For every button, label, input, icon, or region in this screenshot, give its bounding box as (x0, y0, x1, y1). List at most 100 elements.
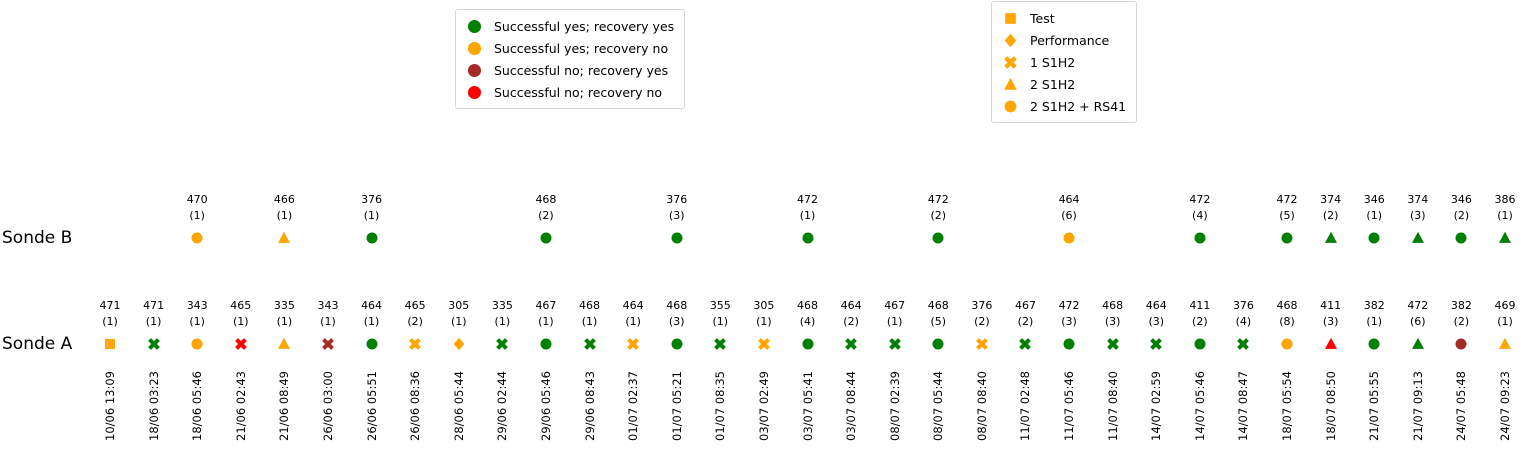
marker-annotation-count: (1) (1497, 208, 1513, 222)
marker-annotation-value: 376 (666, 193, 688, 206)
marker-annotation-count: (2) (538, 208, 554, 222)
marker-annotation-value: 464 (840, 299, 862, 312)
x-tick-label: 24/07 09:23 (1498, 371, 1512, 441)
triangle-marker-icon (1323, 230, 1339, 246)
marker-annotation-value: 335 (491, 299, 513, 312)
status-color-circle-icon (463, 39, 485, 58)
marker-annotation: 305 (1) (734, 298, 794, 329)
marker-annotation-count: (6) (1061, 208, 1077, 222)
legend-item: Performance (999, 29, 1126, 51)
marker-annotation: 382 (1) (1344, 298, 1404, 329)
triangle-marker-icon (1497, 336, 1513, 352)
marker-annotation-value: 464 (361, 299, 383, 312)
x-tick-label: 08/07 05:44 (931, 371, 946, 441)
marker-annotation: 467 (1) (516, 298, 576, 329)
marker-annotation-count: (4) (1235, 314, 1252, 328)
x-tick-label: 24/07 05:48 (1454, 371, 1469, 441)
marker-annotation-value: 470 (186, 193, 208, 206)
marker-annotation-value: 382 (1450, 299, 1472, 312)
x-tick-label: 03/07 02:49 (756, 371, 771, 441)
marker-annotation-count: (5) (1279, 208, 1295, 222)
marker-annotation-value: 466 (273, 193, 295, 206)
x-marker-icon (756, 336, 772, 352)
marker-annotation-value: 472 (797, 193, 818, 206)
marker-annotation-count: (3) (1148, 314, 1165, 328)
circle-marker-icon (1453, 230, 1469, 246)
marker-annotation: 467 (1) (865, 298, 925, 329)
marker-annotation-value: 386 (1494, 193, 1516, 206)
marker-annotation-value: 335 (273, 299, 295, 312)
circle-marker-icon (669, 230, 685, 246)
marker-annotation-value: 411 (1320, 299, 1342, 312)
marker-annotation: 468 (4) (778, 298, 838, 329)
circle-marker-icon (1279, 230, 1295, 246)
marker-annotation-value: 468 (1102, 299, 1124, 312)
x-marker-icon (582, 336, 598, 352)
status-legend: Successful yes; recovery yes Successful y… (455, 9, 686, 109)
marker-annotation-count: (1) (494, 314, 511, 328)
marker-annotation: 470 (1) (167, 192, 227, 223)
circle-marker-icon (930, 336, 946, 352)
marker-annotation: 472 (6) (1388, 298, 1448, 329)
marker-annotation-count: (1) (581, 314, 598, 328)
marker-annotation: 374 (2) (1301, 192, 1361, 223)
x-tick-label: 18/07 05:54 (1280, 371, 1295, 441)
marker-annotation: 343 (1) (298, 298, 358, 329)
marker-annotation-count: (2) (843, 314, 859, 328)
legend-item-label: Successful yes; recovery no (494, 40, 669, 56)
x-tick-label: 01/07 05:21 (669, 371, 684, 441)
marker-annotation-value: 464 (1058, 193, 1080, 206)
marker-annotation: 464 (2) (821, 298, 881, 329)
marker-annotation: 472 (2) (908, 192, 968, 223)
x-marker-icon (974, 336, 990, 352)
marker-annotation: 411 (2) (1170, 298, 1230, 329)
legend-item: Successful no; recovery no (463, 81, 674, 103)
marker-type-legend: Test Performance 1 S1H2 2 S1H2 2 S1H2 + RS41 (991, 1, 1138, 123)
marker-annotation: 464 (3) (1126, 298, 1186, 329)
triangle-marker-icon (1410, 230, 1426, 246)
x-tick-label: 28/06 05:44 (451, 371, 466, 441)
marker-annotation-count: (1) (145, 314, 162, 328)
x-marker-icon (1105, 336, 1121, 352)
triangle-marker-icon (1410, 336, 1426, 352)
square-marker-icon (102, 336, 118, 352)
marker-annotation-value: 469 (1494, 299, 1516, 312)
marker-annotation-value: 468 (579, 299, 601, 312)
legend-item: 2 S1H2 (999, 73, 1126, 95)
marker-annotation-count: (1) (886, 314, 903, 328)
circle-marker-icon (930, 230, 946, 246)
marker-annotation-value: 355 (709, 299, 731, 312)
x-marker-icon (1017, 336, 1033, 352)
marker-annotation: 468 (3) (647, 298, 707, 329)
circle-marker-icon (1453, 336, 1469, 352)
marker-annotation: 469 (1) (1475, 298, 1521, 329)
legend-item-label: Successful no; recovery yes (494, 62, 669, 78)
marker-annotation: 464 (1) (603, 298, 663, 329)
circle-marker-icon (538, 230, 554, 246)
legend-item-label: Successful yes; recovery yes (494, 18, 675, 34)
marker-annotation-count: (1) (538, 314, 554, 328)
circle-marker-icon (1366, 230, 1382, 246)
marker-annotation-count: (3) (1104, 314, 1121, 328)
row-label-sonde-a: Sonde A (2, 334, 73, 354)
marker-annotation: 382 (2) (1431, 298, 1491, 329)
diamond-marker-icon (999, 32, 1021, 49)
marker-annotation: 386 (1) (1475, 192, 1521, 223)
marker-annotation-count: (1) (1497, 314, 1513, 328)
marker-annotation: 472 (5) (1257, 192, 1317, 223)
triangle-marker-icon (999, 76, 1021, 93)
circle-marker-icon (364, 230, 380, 246)
status-color-circle-icon (463, 61, 485, 80)
marker-annotation-count: (1) (363, 208, 380, 222)
marker-annotation: 355 (1) (690, 298, 750, 329)
x-tick-label: 29/06 05:46 (538, 371, 553, 441)
marker-annotation-count: (8) (1279, 314, 1295, 328)
marker-annotation-value: 464 (622, 299, 644, 312)
marker-annotation-count: (1) (1366, 208, 1383, 222)
marker-annotation-count: (6) (1410, 314, 1426, 328)
marker-annotation: 376 (3) (647, 192, 707, 223)
circle-marker-icon (1366, 336, 1382, 352)
marker-annotation-count: (1) (712, 314, 729, 328)
circle-marker-icon (669, 336, 685, 352)
x-tick-label: 08/07 08:40 (974, 371, 989, 441)
